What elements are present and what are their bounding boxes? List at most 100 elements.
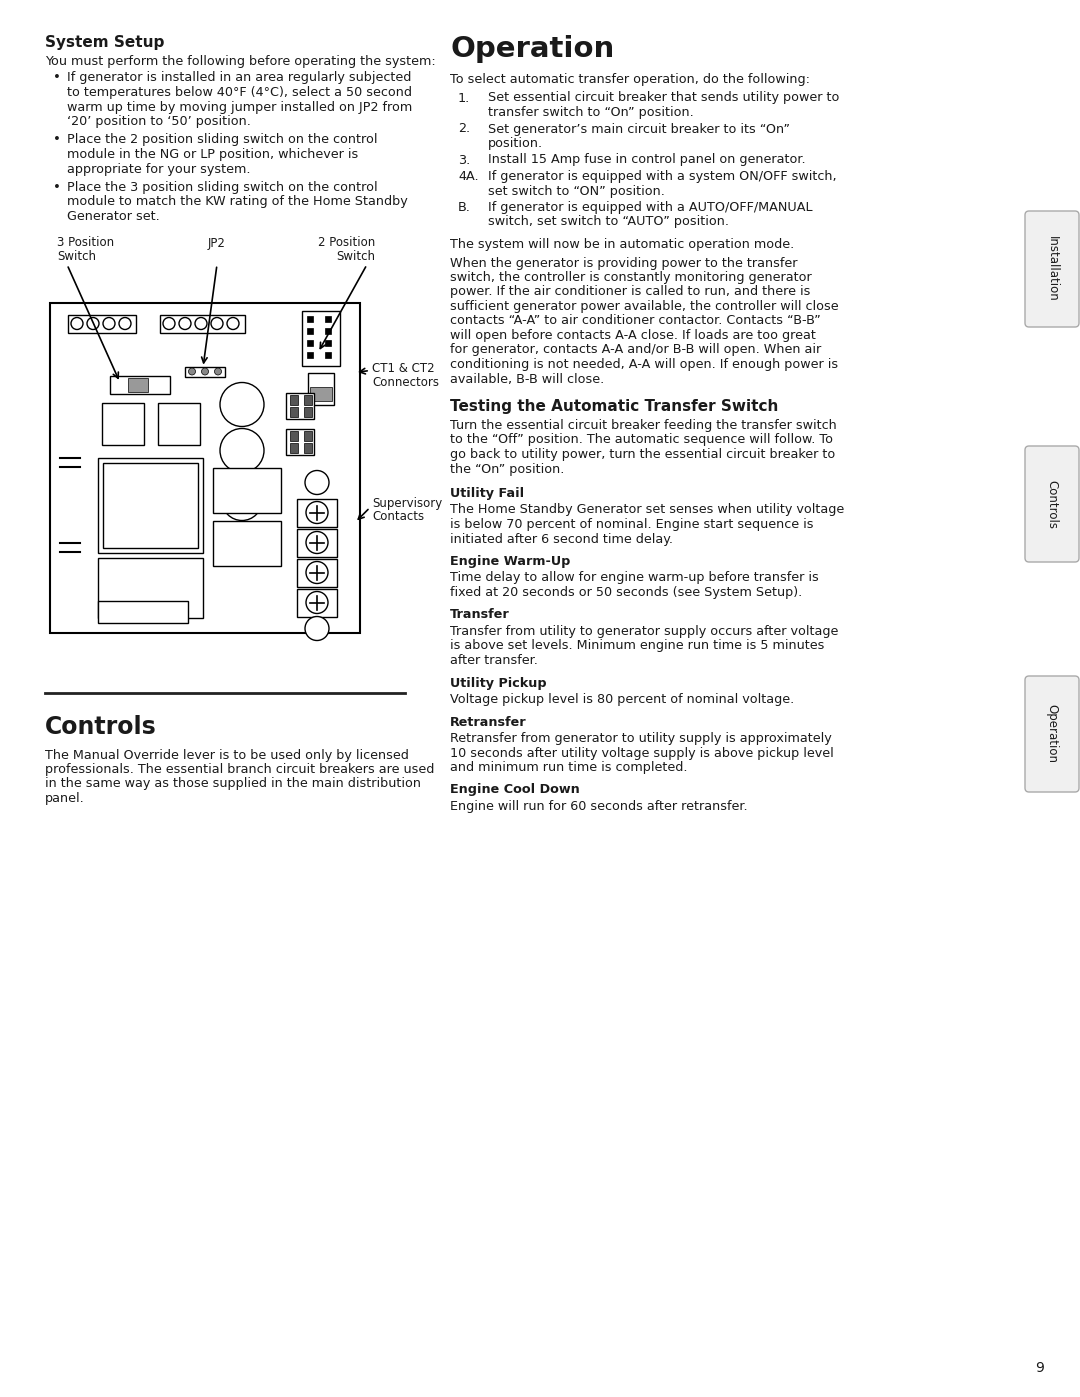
Circle shape [119,317,131,330]
Circle shape [227,317,239,330]
Text: Time delay to allow for engine warm-up before transfer is: Time delay to allow for engine warm-up b… [450,571,819,584]
Bar [303,443,312,453]
Text: power. If the air conditioner is called to run, and there is: power. If the air conditioner is called … [450,285,810,299]
Text: Engine Cool Down: Engine Cool Down [450,784,580,796]
Text: B.: B. [458,201,471,214]
Text: to temperatures below 40°F (4°C), select a 50 second: to temperatures below 40°F (4°C), select… [67,87,411,99]
Text: Supervisory: Supervisory [372,497,442,510]
Text: 10 seconds after utility voltage supply is above pickup level: 10 seconds after utility voltage supply … [450,746,834,760]
Circle shape [195,317,207,330]
Bar [286,429,314,454]
Text: switch, set switch to “AUTO” position.: switch, set switch to “AUTO” position. [488,215,729,229]
Text: panel.: panel. [45,792,84,805]
Bar [302,310,340,366]
Text: Install 15 Amp fuse in control panel on generator.: Install 15 Amp fuse in control panel on … [488,154,806,166]
Bar [213,468,281,513]
Text: after transfer.: after transfer. [450,654,538,666]
Text: sufficient generator power available, the controller will close: sufficient generator power available, th… [450,300,839,313]
Text: and minimum run time is completed.: and minimum run time is completed. [450,761,688,774]
Bar [325,339,330,345]
Bar [102,402,144,444]
Bar [297,499,337,527]
Circle shape [163,317,175,330]
Circle shape [306,502,328,524]
Text: Place the 3 position sliding switch on the control: Place the 3 position sliding switch on t… [67,182,378,194]
Text: •: • [53,182,60,194]
Text: Connectors: Connectors [372,376,438,388]
Bar [129,377,148,391]
Bar [297,528,337,556]
Text: Turn the essential circuit breaker feeding the transfer switch: Turn the essential circuit breaker feedi… [450,419,837,432]
Circle shape [211,317,222,330]
Circle shape [220,383,264,426]
Text: 3 Position: 3 Position [57,236,114,250]
Bar [297,588,337,616]
Circle shape [103,317,114,330]
Text: Transfer: Transfer [450,609,510,622]
Text: If generator is equipped with a system ON/OFF switch,: If generator is equipped with a system O… [488,170,837,183]
Text: module to match the KW rating of the Home Standby: module to match the KW rating of the Hom… [67,196,408,208]
Text: CT1 & CT2: CT1 & CT2 [372,362,434,376]
Bar [325,327,330,334]
Bar [291,430,298,440]
Text: will open before contacts A-A close. If loads are too great: will open before contacts A-A close. If … [450,330,815,342]
Text: Retransfer: Retransfer [450,715,527,728]
Text: Switch: Switch [57,250,96,263]
Text: warm up time by moving jumper installed on JP2 from: warm up time by moving jumper installed … [67,101,413,113]
Circle shape [306,591,328,613]
Bar [303,430,312,440]
Text: appropriate for your system.: appropriate for your system. [67,162,251,176]
Bar [303,394,312,405]
Text: conditioning is not needed, A-A will open. If enough power is: conditioning is not needed, A-A will ope… [450,358,838,372]
Text: Place the 2 position sliding switch on the control: Place the 2 position sliding switch on t… [67,134,378,147]
Text: Switch: Switch [336,250,375,263]
Text: The Home Standby Generator set senses when utility voltage: The Home Standby Generator set senses wh… [450,503,845,517]
Text: in the same way as those supplied in the main distribution: in the same way as those supplied in the… [45,778,421,791]
Text: Voltage pickup level is 80 percent of nominal voltage.: Voltage pickup level is 80 percent of no… [450,693,794,705]
Text: Set essential circuit breaker that sends utility power to: Set essential circuit breaker that sends… [488,91,839,105]
Text: 3.: 3. [458,154,470,166]
Text: 9: 9 [1036,1361,1044,1375]
Text: Generator set.: Generator set. [67,210,160,224]
Circle shape [305,616,329,640]
Text: Operation: Operation [1045,704,1058,764]
Bar [50,303,360,633]
Text: the “On” position.: the “On” position. [450,462,565,475]
Text: To select automatic transfer operation, do the following:: To select automatic transfer operation, … [450,73,810,87]
Text: Engine Warm-Up: Engine Warm-Up [450,555,570,569]
Text: Transfer from utility to generator supply occurs after voltage: Transfer from utility to generator suppl… [450,624,838,638]
Circle shape [179,317,191,330]
Circle shape [189,367,195,374]
Circle shape [87,317,99,330]
Text: to the “Off” position. The automatic sequence will follow. To: to the “Off” position. The automatic seq… [450,433,833,447]
Bar [103,462,198,548]
Text: professionals. The essential branch circuit breakers are used: professionals. The essential branch circ… [45,763,434,775]
Text: •: • [53,134,60,147]
Bar [68,314,136,332]
Bar [98,457,203,552]
Bar [98,601,188,623]
Text: initiated after 6 second time delay.: initiated after 6 second time delay. [450,532,673,545]
Text: 2 Position: 2 Position [318,236,375,250]
Bar [303,407,312,416]
Text: available, B-B will close.: available, B-B will close. [450,373,604,386]
Text: The system will now be in automatic operation mode.: The system will now be in automatic oper… [450,237,794,251]
Text: go back to utility power, turn the essential circuit breaker to: go back to utility power, turn the essen… [450,448,835,461]
Text: switch, the controller is constantly monitoring generator: switch, the controller is constantly mon… [450,271,812,284]
Text: Set generator’s main circuit breaker to its “On”: Set generator’s main circuit breaker to … [488,123,789,136]
Text: If generator is installed in an area regularly subjected: If generator is installed in an area reg… [67,71,411,84]
Text: Operation: Operation [450,35,615,63]
Bar [325,316,330,321]
Text: You must perform the following before operating the system:: You must perform the following before op… [45,54,435,68]
Bar [310,387,332,401]
Text: Engine will run for 60 seconds after retransfer.: Engine will run for 60 seconds after ret… [450,800,747,813]
Bar [185,366,225,377]
Text: Retransfer from generator to utility supply is approximately: Retransfer from generator to utility sup… [450,732,832,745]
Bar [110,376,170,394]
Text: fixed at 20 seconds or 50 seconds (see System Setup).: fixed at 20 seconds or 50 seconds (see S… [450,585,802,599]
Bar [307,327,313,334]
Bar [291,394,298,405]
FancyBboxPatch shape [1025,211,1079,327]
Text: If generator is equipped with a AUTO/OFF/MANUAL: If generator is equipped with a AUTO/OFF… [488,201,812,214]
Bar [286,393,314,419]
